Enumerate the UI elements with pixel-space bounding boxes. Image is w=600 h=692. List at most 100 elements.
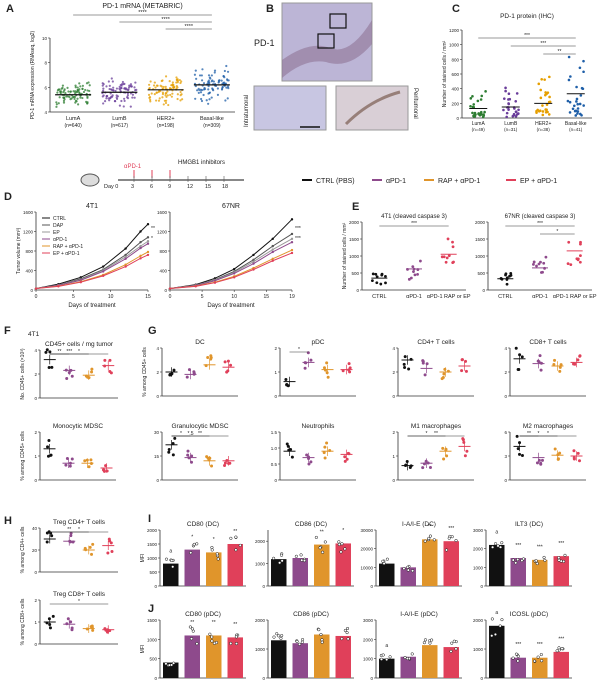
data-point [102,89,105,92]
data-point [186,449,190,453]
data-point [201,68,204,71]
data-point [208,81,211,84]
data-point [160,79,163,83]
data-point [539,88,543,92]
data-point [447,536,451,540]
series-point [124,257,127,260]
data-point [109,541,113,545]
data-point [55,103,58,106]
y-tick-label: 0 [480,584,483,589]
series-point [194,285,197,288]
data-point [379,657,384,661]
bar [227,637,243,678]
data-point [66,617,70,621]
data-point [385,657,389,662]
data-point [541,104,544,107]
data-point [517,368,521,372]
y-tick-label: 0 [34,396,37,401]
chart-i-4: ILT3 (DC) 0 1000 2000 3000 a *** *** *** [473,521,572,589]
data-point [543,558,547,562]
x-tick-label: CTRL [372,294,386,300]
y-tick-label: 4 [156,346,159,351]
sig-label: a [495,530,498,536]
data-point [195,77,198,80]
y-tick-label: 1 [392,454,395,459]
data-point [539,368,543,372]
data-point [192,542,196,546]
data-point [176,79,180,82]
sig-label: * [180,431,182,437]
data-point [408,465,412,469]
data-point [573,109,577,113]
data-point [87,465,91,469]
x-tick-label: LumB [112,116,127,122]
schedule-day-4: 15 [205,184,211,190]
data-point [226,369,230,373]
data-point [535,562,539,566]
y-tick-label: 600 [451,72,459,77]
data-point [322,366,326,370]
series-point [124,263,127,266]
y-tick-label: 2 [156,370,159,375]
panel-letters: A B C D E F G H I J [4,3,460,615]
y-tick-label: 500 [149,570,157,575]
data-point [471,111,474,115]
data-point [300,640,304,644]
bar [443,541,459,586]
y-tick-label: 1500 [349,237,360,242]
chart-title: 67NR (cleaved caspase 3) [505,214,576,220]
data-point [113,100,117,103]
y-tick-label: 8 [44,61,47,66]
data-point [173,436,177,440]
y-axis-label: Number of stained cells / mm² [342,222,348,289]
data-point [461,437,465,441]
sig-label: ** [428,524,432,530]
data-point [211,87,214,90]
chart-title: M1 macrophages [411,423,462,430]
data-point [347,362,351,366]
chart-g-1: DC 0 2 4 % among CD45+ cells [142,339,238,399]
data-point [558,365,562,369]
data-point [322,451,326,455]
data-point [473,111,477,115]
tissue-band [282,20,372,78]
data-point [343,547,347,551]
sig-label: a [169,548,172,554]
bar [271,559,287,586]
data-point [544,108,547,111]
data-point [148,83,151,86]
data-point [81,96,84,100]
x-count-label: (n=309) [203,123,221,129]
data-point [323,540,327,544]
data-point [48,626,52,630]
data-point [539,260,542,264]
data-point [62,96,66,100]
data-point [226,78,229,81]
data-point [56,89,60,92]
data-point [221,86,224,89]
schedule-day-5: 18 [222,184,228,190]
data-point [73,97,76,101]
chart-c: PD-1 protein (IHC) 0 200 400 600 800 1000 1200 N… [442,13,592,132]
chart-title: ILT3 (DC) [515,521,543,528]
data-point [161,93,165,96]
data-point [580,86,584,90]
data-point [423,638,428,642]
y-tick-label: 400 [451,87,459,92]
data-point [444,447,448,451]
data-point [576,358,580,362]
data-point [123,97,126,100]
legend-label: EP + αPD-1 [53,251,80,257]
y-tick-label: 200 [451,101,459,106]
x-tick-label: HER2+ [157,116,175,122]
y-tick-label: 0 [392,394,395,399]
data-point [505,115,508,119]
data-point [229,363,233,367]
data-point [321,550,325,554]
data-point [546,110,549,114]
data-point [89,458,93,462]
series-point [233,276,236,279]
data-point [462,440,466,444]
